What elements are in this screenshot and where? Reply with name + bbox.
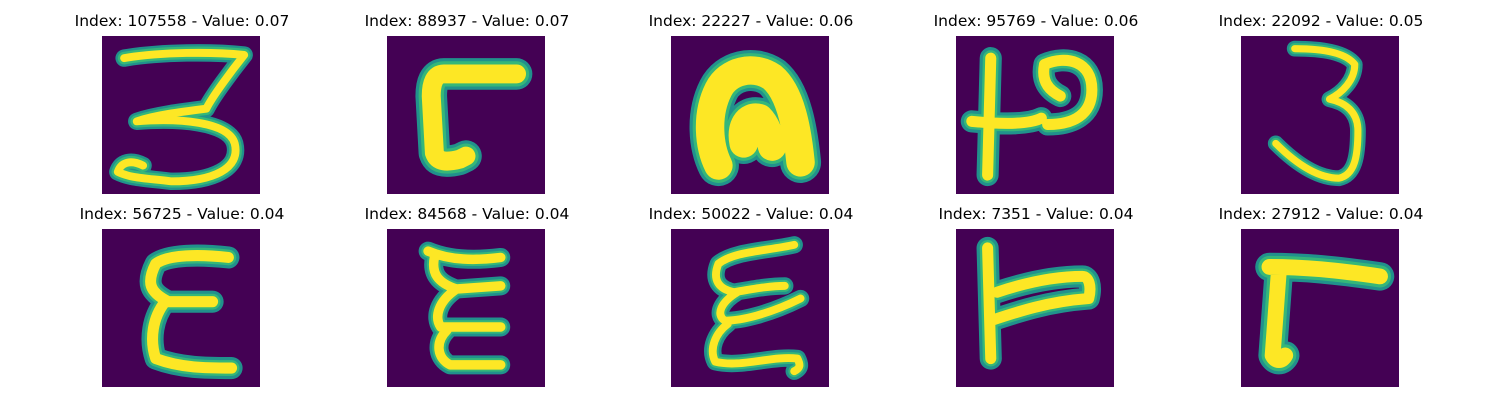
digit-image <box>956 36 1114 194</box>
digit-image <box>1241 229 1399 387</box>
digit-image <box>671 36 829 194</box>
panel-title: Index: 95769 - Value: 0.06 <box>933 12 1139 30</box>
panel-title: Index: 7351 - Value: 0.04 <box>938 205 1134 223</box>
panel-title: Index: 50022 - Value: 0.04 <box>648 205 854 223</box>
digit-image <box>671 229 829 387</box>
panel-title: Index: 27912 - Value: 0.04 <box>1218 205 1424 223</box>
digit-image <box>387 229 545 387</box>
digit-image <box>102 229 260 387</box>
digit-image <box>387 36 545 194</box>
panel-title: Index: 84568 - Value: 0.04 <box>364 205 570 223</box>
panel-title: Index: 22227 - Value: 0.06 <box>648 12 854 30</box>
digit-image <box>1241 36 1399 194</box>
panel-title: Index: 22092 - Value: 0.05 <box>1218 12 1424 30</box>
panel-title: Index: 88937 - Value: 0.07 <box>364 12 570 30</box>
digit-image <box>956 229 1114 387</box>
panel-title: Index: 56725 - Value: 0.04 <box>79 205 285 223</box>
digit-image <box>102 36 260 194</box>
panel-title: Index: 107558 - Value: 0.07 <box>74 12 290 30</box>
